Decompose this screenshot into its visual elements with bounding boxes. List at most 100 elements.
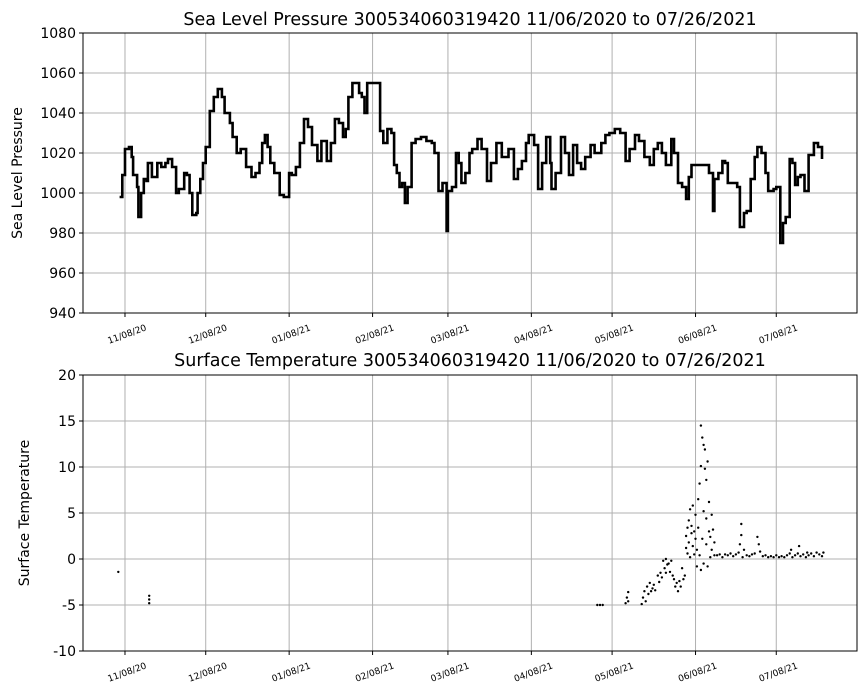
x-tick-label: 02/08/21 [354, 661, 395, 684]
data-point [710, 548, 713, 551]
data-point [793, 554, 797, 557]
y-axis-label: Sea Level Pressure [10, 107, 26, 239]
data-point [654, 589, 657, 592]
data-point [715, 554, 719, 557]
data-point [789, 548, 793, 551]
data-point [721, 556, 724, 559]
data-point [687, 541, 690, 544]
data-point [702, 443, 705, 447]
data-point [148, 602, 151, 605]
data-point [686, 552, 689, 555]
data-point [699, 568, 703, 572]
y-tick-label: 15 [58, 414, 76, 430]
x-tick-label: 01/08/21 [271, 323, 312, 346]
data-point [703, 448, 707, 451]
data-point [750, 553, 754, 556]
x-tick-label: 03/08/21 [430, 323, 471, 346]
data-point [815, 551, 818, 554]
data-point [718, 553, 721, 556]
x-tick-label: 06/08/21 [677, 323, 718, 346]
data-point [691, 544, 694, 548]
data-point [117, 570, 120, 574]
x-tick-label: 12/08/20 [187, 323, 229, 346]
grid [83, 374, 857, 652]
data-point [625, 596, 629, 599]
axes-frame [82, 374, 858, 652]
data-point [783, 556, 786, 559]
x-tick-label: 12/08/20 [187, 661, 229, 684]
data-point [698, 554, 701, 557]
x-tick-label: 02/08/21 [354, 323, 395, 346]
data-point [662, 559, 665, 562]
data-point [745, 554, 748, 557]
data-point [775, 554, 778, 557]
data-point [799, 555, 802, 558]
data-point [802, 553, 805, 556]
data-point [694, 513, 697, 516]
y-tick-label: 0 [67, 552, 76, 568]
data-point [688, 508, 692, 511]
data-point [711, 528, 715, 531]
x-tick-label: 04/08/21 [513, 323, 554, 346]
y-tick-label: 980 [49, 226, 76, 242]
y-tick-label: 1080 [40, 26, 76, 42]
data-point [807, 554, 810, 557]
data-point [732, 555, 735, 558]
data-point [703, 467, 707, 470]
data-point [758, 550, 762, 553]
data-point [667, 562, 670, 565]
data-point [742, 548, 746, 551]
data-point [706, 565, 709, 568]
data-point [701, 436, 704, 439]
data-point [648, 581, 651, 585]
data-point [806, 551, 809, 554]
data-point [682, 578, 685, 581]
data-point [627, 590, 630, 594]
data-point [738, 543, 742, 546]
data-point [753, 552, 756, 555]
temperature-series [117, 424, 825, 607]
data-point [659, 571, 662, 574]
data-point [686, 526, 689, 529]
data-point [644, 600, 647, 603]
chart-title: Sea Level Pressure 300534060319420 11/06… [183, 10, 756, 30]
data-point [818, 553, 821, 556]
data-point [705, 517, 708, 520]
x-tick-label: 11/08/20 [107, 661, 149, 684]
data-point [675, 581, 678, 585]
data-point [663, 567, 666, 570]
y-tick-label: 1000 [40, 186, 76, 202]
data-point [690, 532, 693, 535]
data-point [672, 578, 676, 581]
data-point [729, 552, 732, 555]
data-point [769, 555, 773, 558]
y-tick-label: -10 [53, 644, 76, 660]
x-tick-label: 11/08/20 [107, 323, 149, 346]
data-point [695, 548, 699, 551]
x-tick-label: 07/08/21 [758, 661, 799, 684]
data-point [660, 576, 664, 579]
data-point [761, 555, 764, 558]
data-point [698, 482, 701, 485]
data-point [676, 590, 680, 593]
data-point [740, 522, 743, 526]
data-point [726, 554, 729, 557]
data-point [812, 555, 816, 558]
data-point [777, 556, 781, 559]
data-point [693, 530, 696, 533]
data-point [772, 556, 775, 559]
data-point [780, 555, 783, 558]
data-point [804, 556, 808, 559]
data-point [683, 574, 686, 577]
data-point [670, 559, 673, 562]
surface-temperature-chart: Surface Temperature 300534060319420 11/0… [17, 351, 858, 685]
y-tick-label: 940 [49, 306, 76, 322]
data-point [693, 553, 696, 556]
data-point [702, 562, 705, 565]
data-point [697, 498, 700, 501]
data-point [645, 585, 649, 588]
y-tick-label: 1040 [40, 106, 76, 122]
data-point [694, 537, 697, 540]
data-point [699, 464, 703, 468]
